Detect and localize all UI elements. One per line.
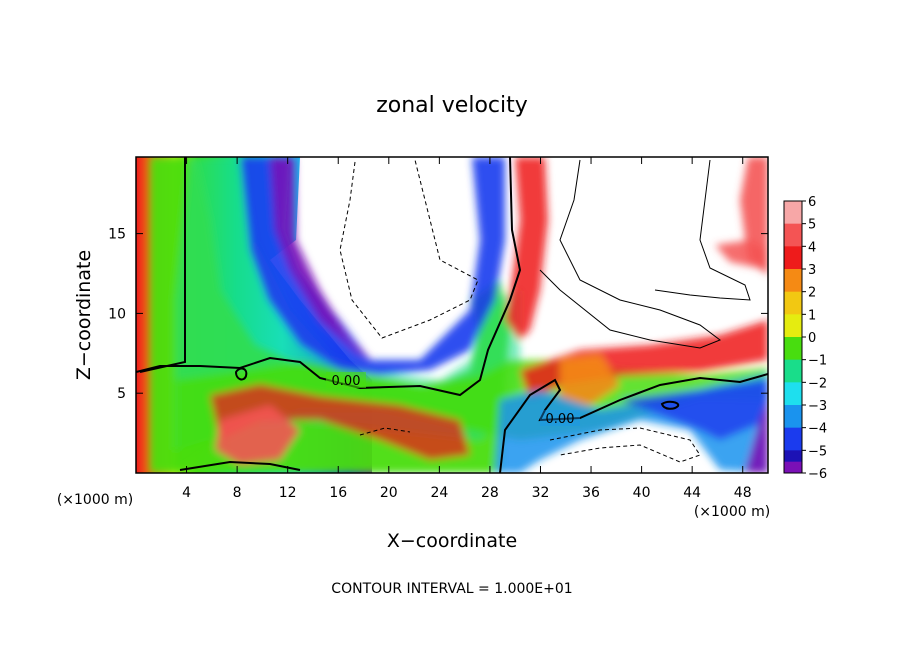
velocity-field (136, 157, 768, 473)
x-tick-label: 36 (582, 485, 600, 501)
y-axis-title: Z−coordinate (73, 250, 95, 380)
contour-interval-note: CONTOUR INTERVAL = 1.000E+01 (331, 581, 572, 597)
x-axis-title: X−coordinate (387, 530, 517, 552)
colorbar-swatch (784, 201, 802, 225)
colorbar-swatch (784, 405, 802, 429)
x-tick-label: 4 (182, 485, 191, 501)
x-unit-label-right: (×1000 m) (694, 504, 770, 520)
colorbar-swatch (784, 461, 802, 473)
x-tick-label: 12 (279, 485, 297, 501)
x-tick-label: 16 (329, 485, 347, 501)
y-tick-label: 15 (108, 227, 126, 243)
x-tick-label: 24 (430, 485, 448, 501)
colorbar-swatch (784, 291, 802, 315)
colorbar-label: 4 (808, 240, 816, 255)
plot-frame (135, 156, 769, 474)
x-tick-label: 20 (380, 485, 398, 501)
colorbar-label: −1 (808, 354, 827, 369)
chart-title: zonal velocity (376, 93, 528, 118)
colorbar: 6 5 4 3 2 1 0 −1 −2 −3 −4 −5 −6 (783, 195, 827, 482)
colorbar-label: −6 (808, 467, 827, 482)
colorbar-label: 2 (808, 286, 816, 301)
colorbar-label: 6 (808, 195, 816, 210)
colorbar-label: 1 (808, 308, 816, 323)
x-tick-label: 32 (532, 485, 550, 501)
colorbar-label: 5 (808, 218, 816, 233)
colorbar-label: −3 (808, 399, 827, 414)
colorbar-label: 3 (808, 263, 816, 278)
contour-label-group: 0.00 0.00 (326, 372, 580, 427)
x-tick-label: 8 (233, 485, 242, 501)
colorbar-label: 0 (808, 331, 816, 346)
y-tick-label: 10 (108, 306, 126, 322)
contour-lines (136, 157, 768, 473)
colorbar-label: −2 (808, 376, 827, 391)
x-unit-label-left: (×1000 m) (57, 492, 133, 508)
colorbar-swatch (784, 246, 802, 270)
contour-label-2: 0.00 (546, 412, 575, 427)
colorbar-swatch (784, 337, 802, 361)
colorbar-swatch (784, 314, 802, 338)
colorbar-label: −4 (808, 422, 827, 437)
colorbar-swatch (784, 359, 802, 383)
x-tick-label: 44 (683, 485, 701, 501)
colorbar-swatch (784, 269, 802, 293)
x-tick-label: 40 (633, 485, 651, 501)
colorbar-swatch (784, 382, 802, 406)
colorbar-swatch (784, 223, 802, 247)
y-axis: 5 10 15 (108, 227, 768, 402)
colorbar-label: −5 (808, 444, 827, 459)
x-axis: 4 8 12 16 20 24 28 32 36 40 44 48 (182, 157, 752, 501)
x-tick-label: 28 (481, 485, 499, 501)
contour-label-1: 0.00 (332, 374, 361, 389)
x-tick-label: 48 (734, 485, 752, 501)
colorbar-swatch (784, 427, 802, 451)
y-tick-label: 5 (117, 386, 126, 402)
